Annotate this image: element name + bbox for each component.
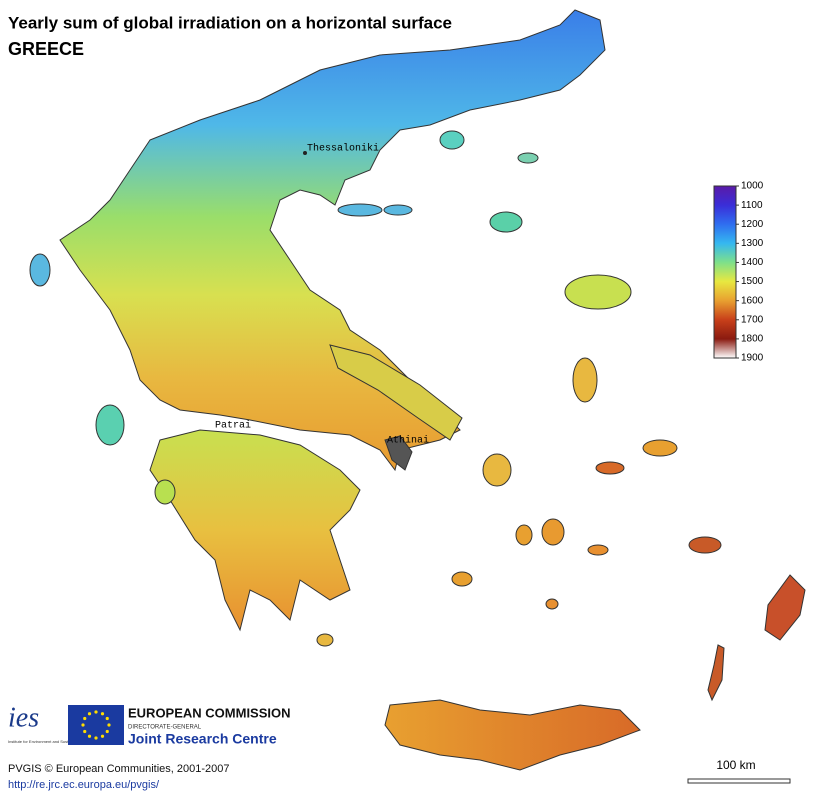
legend-label: 1000 — [741, 181, 764, 192]
paros — [515, 524, 533, 546]
athens-area — [384, 435, 413, 471]
scale-bar — [687, 778, 791, 784]
legend-label: 1500 — [741, 276, 764, 287]
legend: 1000 1100 1200 1300 1400 1500 1600 1700 1800 1900 — [713, 181, 764, 364]
karpathos — [707, 644, 725, 702]
land — [29, 9, 806, 771]
map-title: Yearly sum of global irradiation on a ho… — [8, 13, 452, 32]
city-dot — [303, 151, 307, 155]
legend-label: 1100 — [741, 200, 763, 211]
mainland — [59, 9, 606, 472]
eu-star — [83, 716, 87, 721]
zakynthos — [154, 479, 176, 505]
city-label: Patrai — [215, 420, 251, 432]
kos — [688, 536, 722, 554]
eu-star — [107, 723, 111, 727]
corfu — [29, 253, 51, 287]
legend-label: 1900 — [741, 353, 764, 364]
eu-star — [94, 736, 98, 740]
crete — [384, 699, 641, 771]
ec-label: EUROPEAN COMMISSION — [128, 705, 291, 720]
eu-star — [105, 716, 109, 721]
amorgos — [587, 544, 609, 556]
kefalonia — [95, 404, 125, 446]
credit: PVGIS © European Communities, 2001-2007 — [8, 763, 230, 775]
eu-star — [81, 723, 85, 727]
map-subtitle: GREECE — [8, 39, 84, 59]
ies-logo: ies — [8, 702, 39, 733]
eu-stars — [81, 710, 111, 740]
athos — [383, 204, 413, 216]
ies-caption: Institute for Environment and Sustainabi… — [8, 739, 84, 744]
eu-star — [87, 712, 92, 716]
logos: ies Institute for Environment and Sustai… — [8, 702, 291, 746]
milos — [451, 571, 473, 587]
peloponnese — [149, 429, 361, 632]
city-labels: Thessaloniki Patrai Athinai — [215, 143, 429, 447]
legend-label: 1600 — [741, 295, 764, 306]
eu-star — [100, 734, 105, 738]
legend-bar — [713, 185, 737, 359]
dg-label: DIRECTORATE-GENERAL — [128, 725, 202, 731]
legend-label: 1400 — [741, 257, 764, 268]
eu-star — [87, 734, 92, 738]
lesvos — [564, 274, 632, 310]
andros — [482, 453, 512, 487]
url[interactable]: http://re.jrc.ec.europa.eu/pvgis/ — [8, 779, 160, 791]
eu-star — [83, 729, 87, 734]
legend-label: 1200 — [741, 219, 764, 230]
thasos — [439, 130, 465, 150]
eu-star — [105, 729, 109, 734]
legend-label: 1800 — [741, 334, 764, 345]
jrc-label: Joint Research Centre — [128, 731, 277, 747]
chios — [572, 357, 598, 403]
rhodes — [764, 574, 806, 641]
santorini — [545, 598, 559, 610]
eu-star — [100, 712, 105, 716]
scale-label: 100 km — [716, 758, 755, 772]
lemnos — [489, 211, 523, 233]
samos — [642, 439, 678, 457]
ikaria — [595, 461, 625, 475]
kythira — [316, 633, 334, 647]
chalkidiki — [337, 203, 383, 217]
legend-label: 1300 — [741, 238, 764, 249]
city-label: Athinai — [387, 435, 429, 447]
naxos — [541, 518, 565, 546]
city-label: Thessaloniki — [307, 143, 379, 155]
eu-star — [94, 710, 98, 714]
legend-label: 1700 — [741, 314, 764, 325]
samothraki — [517, 152, 539, 164]
evia — [329, 344, 463, 441]
